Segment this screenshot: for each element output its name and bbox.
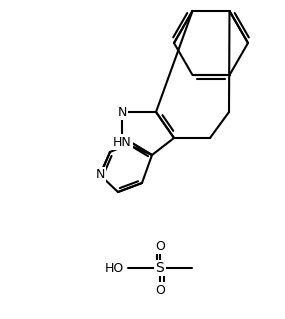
Text: N: N: [117, 106, 127, 118]
Text: HN: HN: [113, 136, 131, 149]
Text: O: O: [155, 284, 165, 296]
Text: N: N: [95, 168, 105, 182]
Text: S: S: [156, 261, 164, 275]
Text: HO: HO: [105, 262, 124, 275]
Text: O: O: [155, 240, 165, 253]
